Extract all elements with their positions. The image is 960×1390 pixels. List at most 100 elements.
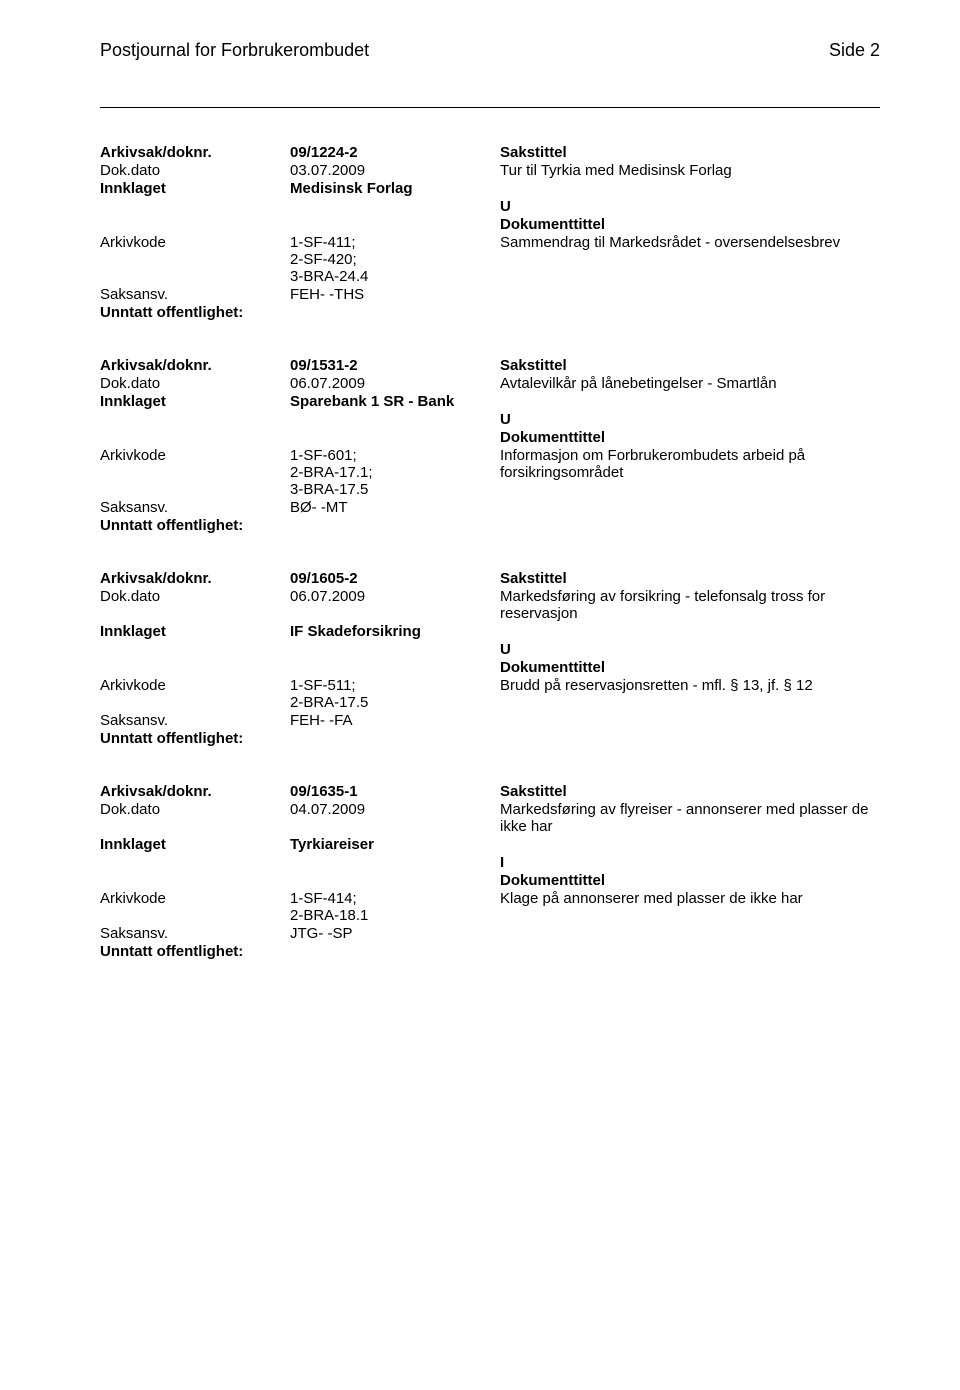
dokdato-value: 06.07.2009 [290, 375, 500, 392]
dokdato-label: Dok.dato [100, 588, 290, 605]
io-flag: U [500, 411, 880, 428]
sakstittel-label: Sakstittel [500, 357, 880, 374]
entry-row: Arkivkode1-SF-411; 2-SF-420; 3-BRA-24.4S… [100, 234, 880, 285]
arkivsak-value: 09/1605-2 [290, 570, 500, 587]
entry-row: InnklagetIF Skadeforsikring [100, 623, 880, 640]
entry-row: Unntatt offentlighet: [100, 517, 880, 534]
entry-row: InnklagetSparebank 1 SR - Bank [100, 393, 880, 410]
entry-row: Unntatt offentlighet: [100, 304, 880, 321]
entry-row: Saksansv.JTG- -SP [100, 925, 880, 942]
unntatt-label: Unntatt offentlighet: [100, 517, 290, 534]
innklaget-value: Sparebank 1 SR - Bank [290, 393, 500, 410]
unntatt-label: Unntatt offentlighet: [100, 304, 290, 321]
sakstittel-label: Sakstittel [500, 570, 880, 587]
entry-row: Dokumenttittel [100, 429, 880, 446]
arkivkode-label: Arkivkode [100, 447, 290, 464]
saksansv-value: JTG- -SP [290, 925, 500, 942]
dokumenttittel-value: Klage på annonserer med plasser de ikke … [500, 890, 880, 907]
entry-row: Arkivkode1-SF-511; 2-BRA-17.5Brudd på re… [100, 677, 880, 711]
sakstittel-value: Markedsføring av flyreiser - annonserer … [500, 801, 880, 835]
arkivsak-label: Arkivsak/doknr. [100, 144, 290, 161]
unntatt-label: Unntatt offentlighet: [100, 943, 290, 960]
entry-row: Unntatt offentlighet: [100, 943, 880, 960]
dokumenttittel-label: Dokumenttittel [500, 429, 880, 446]
journal-entry: Arkivsak/doknr.09/1224-2SakstittelDok.da… [100, 144, 880, 321]
journal-title: Postjournal for Forbrukerombudet [100, 40, 369, 61]
io-flag: U [500, 641, 880, 658]
entry-row: Arkivkode1-SF-414; 2-BRA-18.1Klage på an… [100, 890, 880, 924]
innklaget-label: Innklaget [100, 180, 290, 197]
dokdato-label: Dok.dato [100, 375, 290, 392]
page-header: Postjournal for Forbrukerombudet Side 2 [100, 40, 880, 61]
page-container: Postjournal for Forbrukerombudet Side 2 … [0, 0, 960, 1056]
entry-row: Unntatt offentlighet: [100, 730, 880, 747]
entry-row: Dokumenttittel [100, 872, 880, 889]
dokumenttittel-label: Dokumenttittel [500, 216, 880, 233]
journal-entry: Arkivsak/doknr.09/1605-2SakstittelDok.da… [100, 570, 880, 747]
io-flag: U [500, 198, 880, 215]
dokdato-label: Dok.dato [100, 801, 290, 818]
dokumenttittel-label: Dokumenttittel [500, 659, 880, 676]
journal-entry: Arkivsak/doknr.09/1531-2SakstittelDok.da… [100, 357, 880, 534]
arkivsak-value: 09/1224-2 [290, 144, 500, 161]
dokumenttittel-value: Sammendrag til Markedsrådet - oversendel… [500, 234, 880, 251]
dokdato-value: 04.07.2009 [290, 801, 500, 818]
entry-row: Dok.dato06.07.2009Avtalevilkår på lånebe… [100, 375, 880, 392]
innklaget-value: Medisinsk Forlag [290, 180, 500, 197]
innklaget-value: IF Skadeforsikring [290, 623, 500, 640]
dokumenttittel-label: Dokumenttittel [500, 872, 880, 889]
entry-row: U [100, 411, 880, 428]
arkivsak-value: 09/1635-1 [290, 783, 500, 800]
arkivkode-value: 1-SF-414; 2-BRA-18.1 [290, 890, 500, 924]
dokdato-value: 06.07.2009 [290, 588, 500, 605]
entry-row: U [100, 198, 880, 215]
entry-row: Dok.dato04.07.2009Markedsføring av flyre… [100, 801, 880, 835]
entry-row: I [100, 854, 880, 871]
entry-row: Arkivkode1-SF-601; 2-BRA-17.1; 3-BRA-17.… [100, 447, 880, 498]
sakstittel-label: Sakstittel [500, 783, 880, 800]
entries-list: Arkivsak/doknr.09/1224-2SakstittelDok.da… [100, 144, 880, 960]
entry-row: Dokumenttittel [100, 216, 880, 233]
entry-row: Saksansv.FEH- -FA [100, 712, 880, 729]
saksansv-label: Saksansv. [100, 925, 290, 942]
journal-entry: Arkivsak/doknr.09/1635-1SakstittelDok.da… [100, 783, 880, 960]
saksansv-value: FEH- -FA [290, 712, 500, 729]
io-flag: I [500, 854, 880, 871]
dokumenttittel-value: Informasjon om Forbrukerombudets arbeid … [500, 447, 880, 481]
sakstittel-value: Tur til Tyrkia med Medisinsk Forlag [500, 162, 880, 179]
saksansv-value: BØ- -MT [290, 499, 500, 516]
entry-row: InnklagetMedisinsk Forlag [100, 180, 880, 197]
entry-row: Arkivsak/doknr.09/1224-2Sakstittel [100, 144, 880, 161]
entry-row: Saksansv.BØ- -MT [100, 499, 880, 516]
entry-row: Arkivsak/doknr.09/1605-2Sakstittel [100, 570, 880, 587]
arkivkode-value: 1-SF-511; 2-BRA-17.5 [290, 677, 500, 711]
entry-row: Dok.dato06.07.2009Markedsføring av forsi… [100, 588, 880, 622]
innklaget-label: Innklaget [100, 393, 290, 410]
arkivsak-value: 09/1531-2 [290, 357, 500, 374]
unntatt-label: Unntatt offentlighet: [100, 730, 290, 747]
arkivkode-label: Arkivkode [100, 890, 290, 907]
arkivkode-label: Arkivkode [100, 234, 290, 251]
arkivsak-label: Arkivsak/doknr. [100, 570, 290, 587]
dokumenttittel-value: Brudd på reservasjonsretten - mfl. § 13,… [500, 677, 880, 694]
saksansv-label: Saksansv. [100, 712, 290, 729]
entry-row: InnklagetTyrkiareiser [100, 836, 880, 853]
entry-row: Saksansv.FEH- -THS [100, 286, 880, 303]
arkivkode-label: Arkivkode [100, 677, 290, 694]
sakstittel-label: Sakstittel [500, 144, 880, 161]
innklaget-label: Innklaget [100, 836, 290, 853]
entry-row: U [100, 641, 880, 658]
dokdato-value: 03.07.2009 [290, 162, 500, 179]
saksansv-label: Saksansv. [100, 286, 290, 303]
saksansv-value: FEH- -THS [290, 286, 500, 303]
dokdato-label: Dok.dato [100, 162, 290, 179]
arkivkode-value: 1-SF-601; 2-BRA-17.1; 3-BRA-17.5 [290, 447, 500, 498]
sakstittel-value: Markedsføring av forsikring - telefonsal… [500, 588, 880, 622]
entry-row: Arkivsak/doknr.09/1531-2Sakstittel [100, 357, 880, 374]
innklaget-label: Innklaget [100, 623, 290, 640]
entry-row: Arkivsak/doknr.09/1635-1Sakstittel [100, 783, 880, 800]
arkivsak-label: Arkivsak/doknr. [100, 357, 290, 374]
arkivsak-label: Arkivsak/doknr. [100, 783, 290, 800]
sakstittel-value: Avtalevilkår på lånebetingelser - Smartl… [500, 375, 880, 392]
innklaget-value: Tyrkiareiser [290, 836, 500, 853]
